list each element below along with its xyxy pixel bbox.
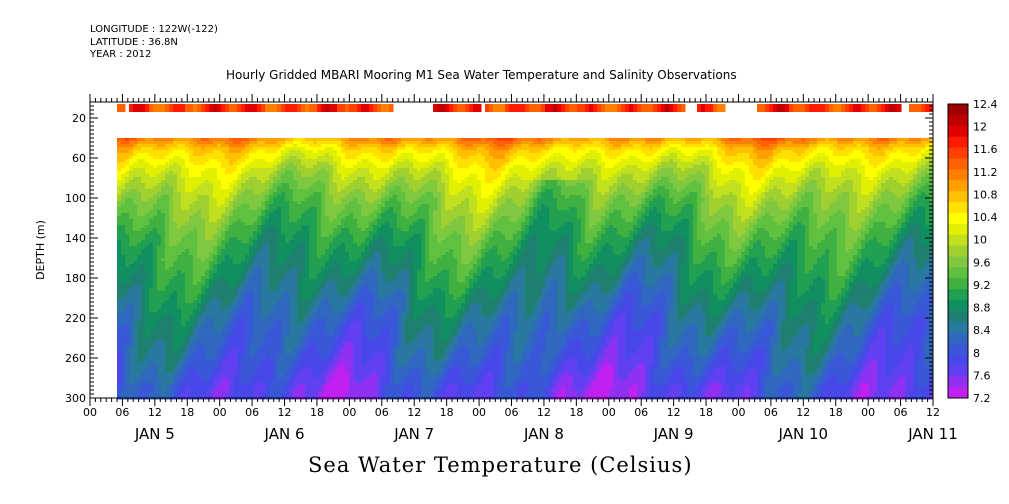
x-hour-label: 06 xyxy=(375,406,389,419)
y-tick-label: 60 xyxy=(72,152,86,165)
colorbar-swatch xyxy=(948,202,968,214)
x-hour-label: 06 xyxy=(115,406,129,419)
x-hour-label: 06 xyxy=(894,406,908,419)
x-axis: 00 06 12 18 00 06 12 18 00 06 12 18 00 06 12 18 00 06 12 18… xyxy=(83,94,958,443)
x-hour-label: 18 xyxy=(699,406,713,419)
colorbar-swatch xyxy=(948,278,968,290)
colorbar-swatch xyxy=(948,310,968,323)
plot-area xyxy=(117,104,934,400)
longitude-label: LONGITUDE : 122W(-122) xyxy=(90,24,218,35)
colorbar-label: 7.2 xyxy=(973,392,991,405)
colorbar-swatch xyxy=(948,245,968,257)
colorbar-label: 12 xyxy=(973,121,987,134)
x-hour-label: 12 xyxy=(148,406,162,419)
colorbar-swatch xyxy=(948,321,968,334)
x-hour-label: 12 xyxy=(278,406,292,419)
x-hour-label: 18 xyxy=(829,406,843,419)
colorbar-swatch xyxy=(948,365,968,377)
colorbar-swatch xyxy=(948,104,968,116)
colorbar-swatch xyxy=(948,191,968,203)
x-hour-label: 06 xyxy=(634,406,648,419)
x-day-label: JAN 11 xyxy=(907,425,958,443)
colorbar-label: 10 xyxy=(973,234,987,247)
x-axis-title: Sea Water Temperature (Celsius) xyxy=(308,453,693,477)
y-tick-label: 100 xyxy=(65,192,86,205)
colorbar-swatch xyxy=(948,343,968,355)
x-hour-label: 00 xyxy=(472,406,486,419)
colorbar-swatch xyxy=(948,147,968,159)
colorbar-swatch xyxy=(948,158,968,170)
chart-title: Hourly Gridded MBARI Mooring M1 Sea Wate… xyxy=(226,68,737,82)
colorbar-swatch xyxy=(948,234,968,246)
x-hour-label: 00 xyxy=(213,406,227,419)
colorbar-swatch xyxy=(948,212,968,225)
latitude-label: LATITUDE : 36.8N xyxy=(90,36,178,48)
x-hour-label: 06 xyxy=(245,406,259,419)
colorbar: 12.4 12 11.6 11.2 10.8 10.4 10 9.6 9.2 8.8 8.4 8 7.6… xyxy=(947,98,998,405)
x-hour-label: 18 xyxy=(180,406,194,419)
x-hour-label: 18 xyxy=(440,406,454,419)
year-label: YEAR : 2012 xyxy=(90,49,152,60)
colorbar-label: 8.8 xyxy=(973,302,991,315)
colorbar-border xyxy=(947,103,969,399)
x-hour-label: 00 xyxy=(83,406,97,419)
x-day-label: JAN 10 xyxy=(778,425,829,443)
x-hour-label: 00 xyxy=(861,406,875,419)
x-hour-label: 06 xyxy=(764,406,778,419)
colorbar-label: 10.4 xyxy=(973,211,998,224)
colorbar-swatch xyxy=(948,169,968,181)
colorbar-swatch xyxy=(948,114,968,127)
x-hour-label: 12 xyxy=(926,406,940,419)
x-hour-label: 12 xyxy=(796,406,810,419)
x-day-label: JAN 6 xyxy=(264,425,305,443)
x-day-label: JAN 7 xyxy=(393,425,434,443)
x-hour-label: 00 xyxy=(731,406,745,419)
x-hour-label: 18 xyxy=(569,406,583,419)
metadata-block: LONGITUDE : 122W(-122) LATITUDE : 36.8N … xyxy=(90,24,218,62)
x-day-label: JAN 8 xyxy=(523,425,564,443)
colorbar-swatch xyxy=(948,223,968,236)
y-tick-label: 140 xyxy=(65,232,86,245)
colorbar-label: 9.6 xyxy=(973,256,991,269)
colorbar-swatch xyxy=(948,354,968,366)
colorbar-swatch xyxy=(948,387,968,399)
y-tick-label: 260 xyxy=(65,352,86,365)
colorbar-label: 9.2 xyxy=(973,279,991,292)
colorbar-swatch xyxy=(948,376,968,388)
x-hour-label: 00 xyxy=(602,406,616,419)
y-tick-label: 300 xyxy=(65,392,86,405)
colorbar-label: 8.4 xyxy=(973,324,991,337)
colorbar-swatch xyxy=(948,289,968,301)
x-hour-label: 12 xyxy=(667,406,681,419)
colorbar-label: 12.4 xyxy=(973,98,998,111)
colorbar-swatch xyxy=(948,267,968,279)
y-axis-label: DEPTH (m) xyxy=(34,220,47,280)
y-axis: 20 60 100 140 180 220 260 300 xyxy=(65,101,933,405)
y-tick-label: 180 xyxy=(65,272,86,285)
x-hour-label: 18 xyxy=(310,406,324,419)
x-hour-label: 12 xyxy=(407,406,421,419)
colorbar-swatch xyxy=(948,256,968,268)
colorbar-swatch xyxy=(948,136,968,148)
x-hour-label: 00 xyxy=(342,406,356,419)
x-hour-label: 06 xyxy=(505,406,519,419)
colorbar-label: 10.8 xyxy=(973,188,998,201)
colorbar-label: 11.6 xyxy=(973,143,998,156)
x-day-label: JAN 5 xyxy=(134,425,175,443)
colorbar-label: 8 xyxy=(973,347,980,360)
colorbar-label: 11.2 xyxy=(973,166,998,179)
colorbar-swatch xyxy=(948,300,968,312)
colorbar-swatch xyxy=(948,332,968,344)
y-tick-label: 220 xyxy=(65,312,86,325)
colorbar-label: 7.6 xyxy=(973,369,991,382)
y-tick-label: 20 xyxy=(72,112,86,125)
x-day-label: JAN 9 xyxy=(653,425,694,443)
x-hour-label: 12 xyxy=(537,406,551,419)
colorbar-swatch xyxy=(948,125,968,138)
colorbar-swatch xyxy=(948,180,968,192)
